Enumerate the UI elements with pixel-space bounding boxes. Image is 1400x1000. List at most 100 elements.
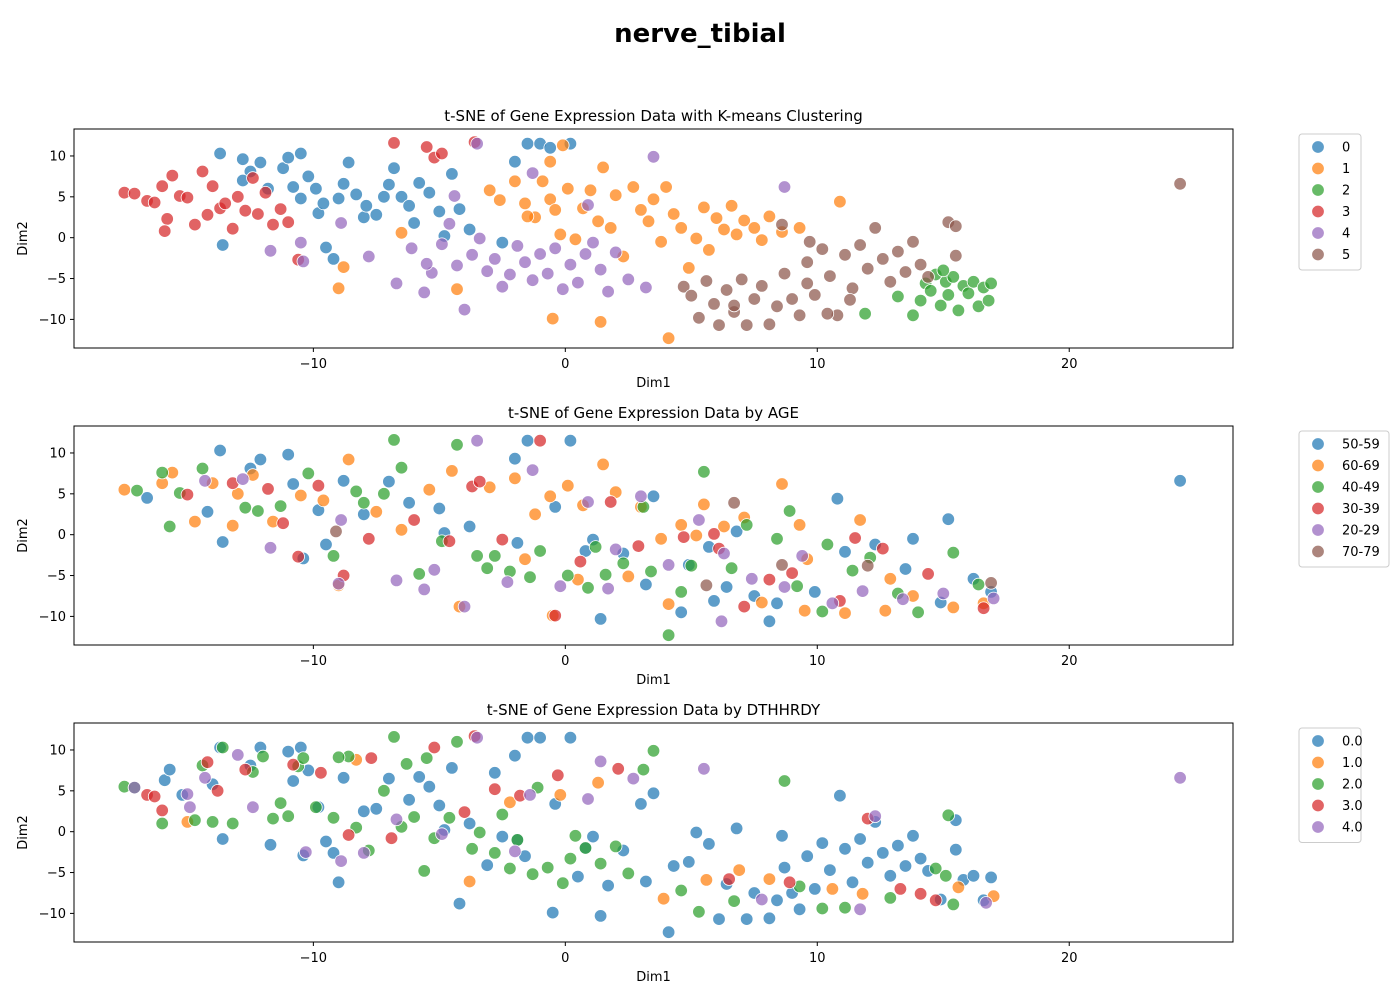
point-series-3 <box>364 751 379 765</box>
point-series-1 <box>717 222 731 237</box>
point-series-4 <box>427 563 442 577</box>
point-series-1 <box>729 227 744 242</box>
point-series-3 <box>231 190 245 204</box>
point-series-0 <box>543 141 557 155</box>
point-series-3 <box>246 171 260 185</box>
point-series-1 <box>422 483 437 497</box>
point-series-3 <box>473 474 487 489</box>
point-series-4 <box>183 800 197 814</box>
point-series-0 <box>281 447 295 462</box>
point-series-3 <box>127 186 142 201</box>
point-series-3 <box>427 740 442 755</box>
point-series-1 <box>724 199 739 213</box>
scatter-points <box>117 729 1187 939</box>
legend-label: 30-39 <box>1342 502 1380 517</box>
point-series-3 <box>442 534 457 548</box>
point-series-4 <box>246 800 260 814</box>
point-series-2 <box>593 856 608 871</box>
point-series-5 <box>949 219 963 233</box>
legend-marker <box>1311 140 1325 154</box>
point-series-0 <box>319 240 333 255</box>
point-series-2 <box>417 864 431 878</box>
point-series-1 <box>951 880 966 895</box>
point-series-0 <box>830 492 845 506</box>
point-series-4 <box>299 845 313 859</box>
point-series-1 <box>518 196 532 211</box>
point-series-4 <box>435 237 449 251</box>
point-series-5 <box>762 317 777 332</box>
point-series-5 <box>735 272 749 287</box>
point-series-1 <box>596 160 610 175</box>
point-series-2 <box>387 730 401 744</box>
point-series-0 <box>412 176 426 190</box>
chart-title: t-SNE of Gene Expression Data with K-mea… <box>444 107 862 125</box>
point-series-1 <box>535 174 550 189</box>
point-series-1 <box>626 180 641 194</box>
point-series-3 <box>976 601 991 615</box>
point-series-2 <box>644 564 658 579</box>
point-series-0 <box>281 150 295 165</box>
point-series-2 <box>503 861 517 876</box>
point-series-0 <box>546 905 560 920</box>
point-series-0 <box>326 846 341 860</box>
point-series-2 <box>724 561 739 575</box>
point-series-1 <box>621 569 636 584</box>
point-series-4 <box>294 235 308 250</box>
x-tick-label: 20 <box>1061 654 1078 669</box>
point-series-2 <box>412 567 426 581</box>
point-series-0 <box>215 238 230 252</box>
point-series-4 <box>745 572 759 586</box>
point-series-5 <box>883 275 898 289</box>
point-series-0 <box>336 771 351 785</box>
point-series-0 <box>702 837 716 851</box>
point-series-4 <box>541 266 555 281</box>
point-series-1 <box>656 892 671 906</box>
point-series-5 <box>800 255 814 269</box>
point-series-2 <box>470 549 484 563</box>
point-series-5 <box>868 221 882 235</box>
point-series-0 <box>941 512 956 526</box>
y-tick-label: 0 <box>58 528 66 543</box>
y-tick-label: 10 <box>49 446 66 461</box>
point-series-1 <box>661 331 676 345</box>
point-series-5 <box>861 262 875 276</box>
point-series-0 <box>213 443 227 458</box>
legend-label: 4.0 <box>1342 821 1363 836</box>
point-series-1 <box>394 523 409 537</box>
point-series-5 <box>770 299 784 314</box>
point-series-3 <box>200 208 215 222</box>
point-series-2 <box>697 465 711 479</box>
point-series-1 <box>798 604 812 618</box>
point-series-0 <box>667 859 681 873</box>
point-series-4 <box>495 280 510 294</box>
point-series-1 <box>561 479 575 493</box>
x-tick-label: 20 <box>1061 951 1078 966</box>
legend-label: 20-29 <box>1342 524 1380 539</box>
point-series-4 <box>525 463 540 477</box>
point-series-5 <box>699 578 714 593</box>
point-series-0 <box>331 191 346 206</box>
point-series-1 <box>838 606 852 620</box>
point-series-1 <box>568 232 583 247</box>
point-series-3 <box>604 495 618 509</box>
point-series-4 <box>896 592 910 606</box>
point-series-3 <box>218 196 232 211</box>
y-tick-label: 0 <box>58 825 66 840</box>
point-series-2 <box>961 286 976 301</box>
point-series-0 <box>445 167 459 181</box>
x-tick-label: −10 <box>300 357 327 372</box>
point-series-3 <box>782 875 797 890</box>
point-series-0 <box>301 169 316 184</box>
point-series-3 <box>341 828 356 842</box>
point-series-0 <box>495 829 510 844</box>
point-series-4 <box>692 513 706 527</box>
point-series-1 <box>762 209 777 224</box>
point-series-2 <box>924 284 938 298</box>
point-series-2 <box>488 846 502 860</box>
point-series-1 <box>674 221 688 235</box>
point-series-2 <box>971 577 986 592</box>
y-tick-label: −5 <box>47 569 66 584</box>
chart-title: t-SNE of Gene Expression Data by DTHHRDY <box>487 701 821 719</box>
point-series-4 <box>503 267 517 282</box>
